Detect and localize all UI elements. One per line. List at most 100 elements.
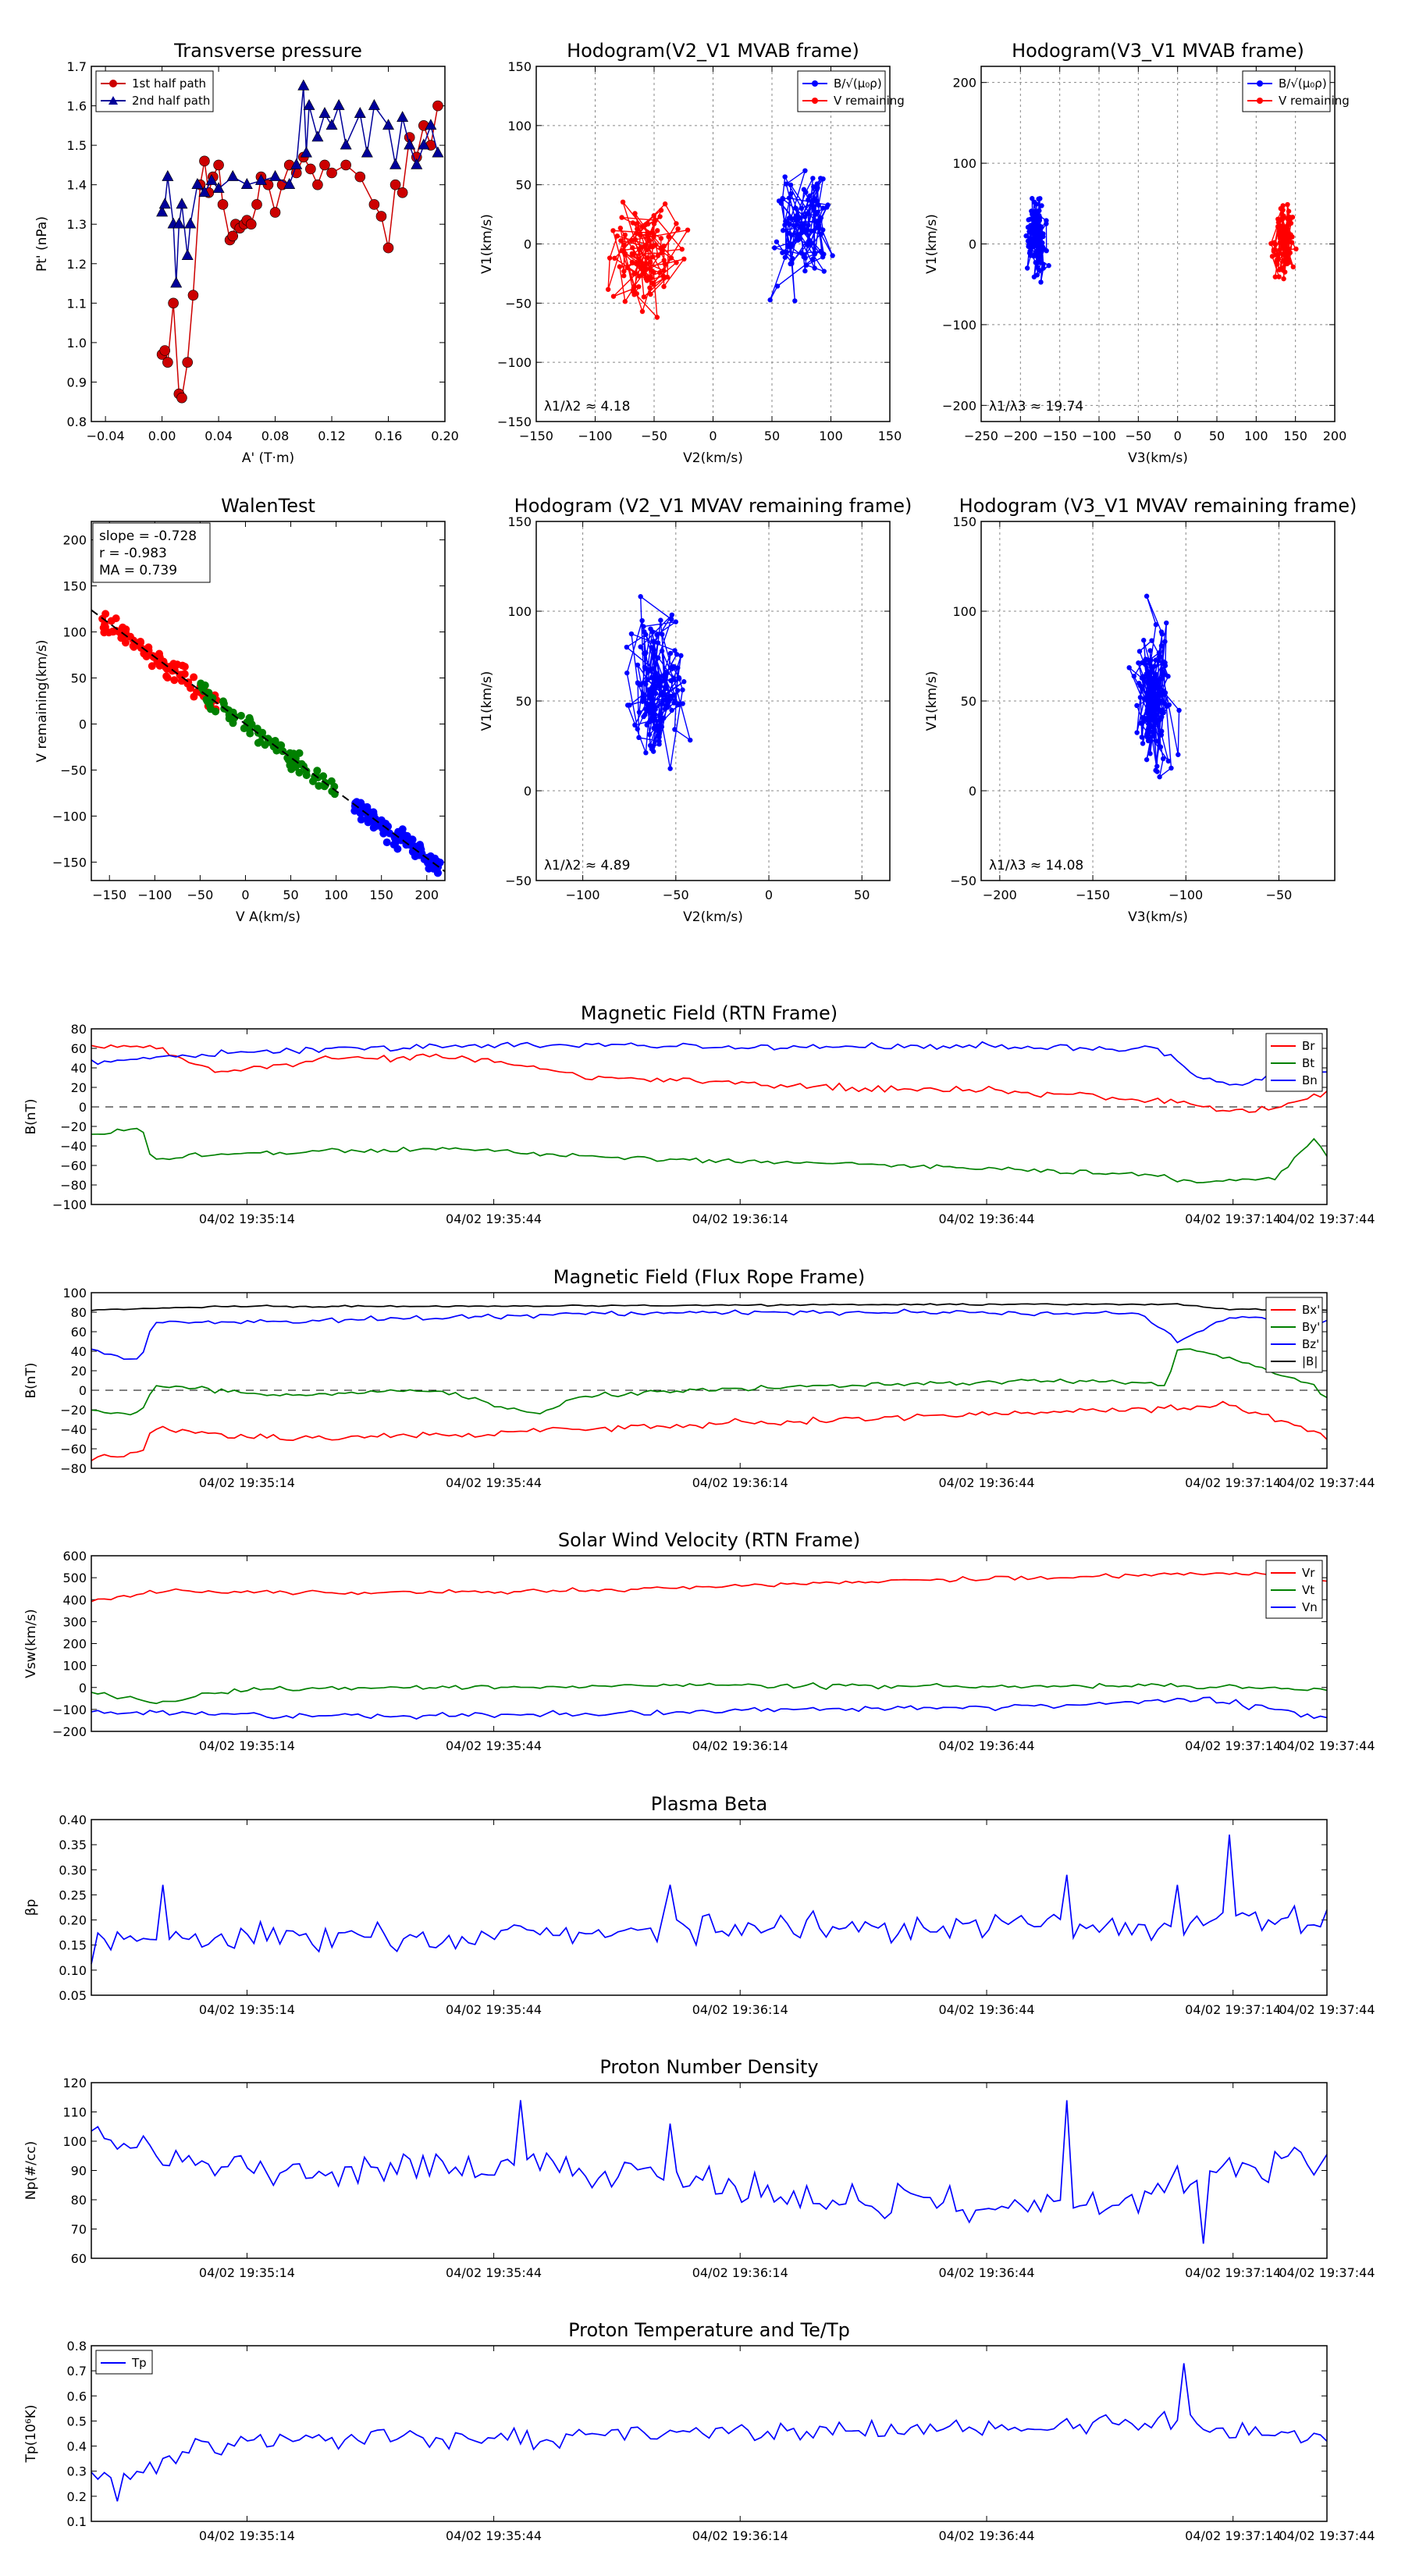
- chart-title: Hodogram (V3_V1 MVAV remaining frame): [959, 495, 1357, 517]
- data-point: [180, 670, 189, 678]
- data-point: [173, 217, 185, 229]
- data-point: [803, 190, 809, 195]
- data-point: [1272, 274, 1278, 279]
- data-point: [646, 719, 653, 724]
- x-tick-label: 04/02 19:35:14: [199, 1475, 295, 1490]
- y-axis-label: βp: [23, 1899, 39, 1916]
- data-point: [1157, 653, 1163, 660]
- data-point: [774, 239, 780, 244]
- plot-frame: [91, 1555, 1328, 1732]
- x-tick-label: 04/02 19:35:14: [199, 1212, 295, 1226]
- data-point: [799, 226, 805, 232]
- data-point: [649, 710, 656, 715]
- data-point: [1285, 230, 1291, 237]
- plot-frame: [980, 66, 1336, 422]
- data-point: [678, 653, 684, 659]
- x-tick-label: 04/02 19:35:44: [446, 1212, 542, 1226]
- y-axis-label: B(nT): [23, 1362, 39, 1398]
- data-point: [1160, 707, 1165, 713]
- y-tick-label: 600: [62, 1549, 87, 1564]
- legend-label: 1st half path: [132, 76, 206, 91]
- y-tick-label: 200: [952, 76, 976, 91]
- data-point: [297, 79, 310, 91]
- data-point: [182, 357, 194, 368]
- data-point: [634, 261, 639, 267]
- series-line: [91, 1834, 1328, 1965]
- y-axis-label: B(nT): [23, 1098, 39, 1134]
- data-point: [630, 245, 635, 251]
- data-point: [812, 196, 818, 201]
- data-point: [635, 226, 640, 232]
- data-point: [631, 271, 637, 277]
- data-point: [162, 357, 173, 368]
- data-point: [815, 209, 820, 215]
- y-tick-label: 0.4: [67, 2439, 87, 2454]
- data-point: [610, 294, 617, 299]
- data-point: [658, 692, 663, 697]
- data-point: [650, 718, 656, 724]
- data-point: [1165, 758, 1172, 764]
- data-point: [811, 184, 816, 190]
- data-point: [778, 201, 784, 206]
- data-point: [1151, 733, 1157, 739]
- data-point: [1027, 216, 1033, 222]
- data-point: [205, 701, 214, 710]
- data-point: [246, 729, 254, 738]
- data-point: [1153, 767, 1158, 774]
- data-point: [1277, 266, 1282, 272]
- data-point: [663, 703, 669, 709]
- data-point: [340, 159, 351, 171]
- eigenvalue-ratio: λ1/λ3 ≈ 19.74: [989, 399, 1083, 415]
- x-axis-label: V A(km/s): [236, 909, 301, 925]
- data-point: [1280, 234, 1286, 240]
- x-tick-label: 04/02 19:36:44: [939, 2002, 1035, 2017]
- data-point: [619, 215, 624, 220]
- series-line: [91, 2363, 1328, 2502]
- y-tick-label: 100: [507, 119, 532, 133]
- data-point: [675, 665, 681, 671]
- plot-frame: [91, 1292, 1328, 1469]
- y-axis-label: V remaining(km/s): [34, 639, 50, 762]
- x-tick-label: 04/02 19:36:14: [692, 1738, 788, 1753]
- data-point: [620, 199, 626, 205]
- data-point: [810, 256, 816, 262]
- data-point: [653, 704, 658, 710]
- data-point: [1157, 774, 1162, 780]
- data-point: [676, 676, 682, 681]
- data-point: [357, 815, 365, 824]
- legend-label: Vr: [1302, 1566, 1315, 1580]
- x-tick-label: 04/02 19:35:14: [199, 1738, 295, 1753]
- stats-text: MA = 0.739: [99, 563, 177, 578]
- y-tick-label: 100: [62, 2134, 87, 2149]
- data-point: [144, 646, 153, 655]
- data-point: [661, 268, 667, 273]
- x-tick-label: 04/02 19:35:44: [446, 2002, 542, 2017]
- data-point: [1271, 247, 1277, 253]
- y-tick-label: 0: [79, 1681, 87, 1695]
- legend-label: V remaining: [834, 94, 905, 108]
- data-point: [129, 642, 137, 650]
- data-point: [305, 163, 316, 175]
- legend-label: Bx': [1302, 1303, 1320, 1317]
- data-point: [432, 857, 441, 866]
- data-point: [673, 619, 678, 624]
- data-point: [632, 211, 638, 216]
- legend-box: [1242, 70, 1331, 112]
- data-point: [1031, 240, 1037, 245]
- y-tick-label: 60: [71, 1325, 87, 1340]
- data-point: [1030, 196, 1035, 201]
- chart-title: Proton Temperature and Te/Tp: [568, 2319, 850, 2341]
- data-point: [661, 258, 667, 263]
- data-point: [170, 676, 179, 685]
- y-tick-label: 80: [71, 2193, 87, 2208]
- data-point: [638, 233, 643, 238]
- data-point: [790, 255, 795, 262]
- data-point: [199, 687, 208, 696]
- data-point: [653, 671, 659, 676]
- data-point: [794, 232, 800, 237]
- data-point: [254, 173, 267, 185]
- data-point: [802, 168, 808, 173]
- data-point: [340, 138, 352, 150]
- data-point: [1164, 620, 1169, 626]
- data-point: [651, 213, 656, 219]
